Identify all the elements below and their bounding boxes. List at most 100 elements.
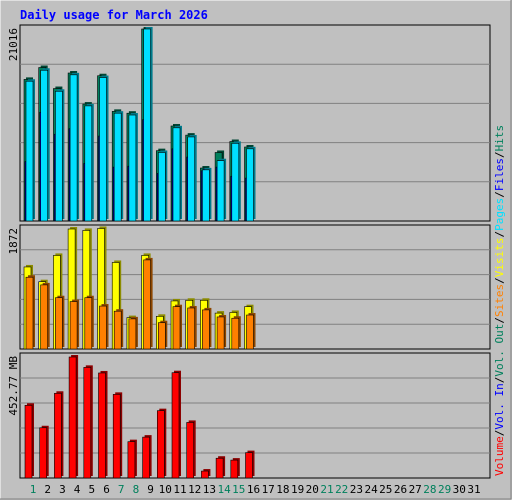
bar-sites-day-9 — [143, 259, 151, 350]
bar-pages-day-11 — [172, 127, 181, 222]
legend-pages: Pages — [493, 198, 506, 231]
bar-volume-day-2 — [39, 427, 48, 479]
x-label-day-2: 2 — [44, 483, 51, 496]
bar-volume-day-14 — [215, 457, 224, 479]
bar-pages-day-8 — [128, 114, 137, 222]
bar-volume-day-16 — [245, 452, 253, 479]
bar-pages-day-10 — [158, 152, 166, 222]
x-label-day-22: 22 — [335, 483, 348, 496]
legend-vol-in: Vol. In — [493, 383, 506, 429]
bar-pages-day-9 — [143, 28, 151, 222]
x-label-day-11: 11 — [173, 483, 186, 496]
x-label-day-14: 14 — [217, 483, 231, 496]
bar-volume-day-8 — [127, 441, 136, 479]
x-label-day-5: 5 — [88, 483, 95, 496]
x-label-day-23: 23 — [350, 483, 363, 496]
bar-pages-day-1 — [25, 80, 34, 222]
legend-volume: Volume — [493, 436, 506, 476]
panel-hits-max-label: 21016 — [7, 28, 20, 61]
legend-separator: / — [493, 377, 506, 384]
x-label-day-24: 24 — [364, 483, 378, 496]
x-label-day-16: 16 — [247, 483, 260, 496]
bar-pages-day-3 — [55, 90, 63, 222]
bar-sites-day-15 — [231, 317, 240, 350]
x-axis-labels: 1 2 3 4 5 6 7 8 9 10 11 12 13 14 15 16 17 18 19 20 21 22 23 24 2… — [30, 483, 481, 496]
bar-sites-day-8 — [128, 318, 137, 350]
bar-volume-day-9 — [142, 436, 150, 479]
bar-sites-day-6 — [99, 305, 107, 350]
x-label-day-4: 4 — [74, 483, 81, 496]
bar-pages-day-15 — [231, 143, 240, 222]
bar-volume-day-10 — [157, 410, 165, 479]
legend-vol-out: Vol. Out — [493, 324, 506, 377]
bar-sites-day-14 — [216, 316, 225, 350]
x-label-day-6: 6 — [103, 483, 110, 496]
bar-pages-day-13 — [202, 169, 210, 222]
legend-separator: / — [493, 430, 506, 437]
bar-sites-day-10 — [158, 322, 166, 350]
x-label-day-31: 31 — [467, 483, 480, 496]
legend-separator: / — [493, 191, 506, 198]
legend-files: Files — [493, 158, 506, 191]
bar-pages-day-7 — [113, 112, 122, 222]
panel-hits: 21016 — [7, 24, 491, 222]
legend-separator: / — [493, 231, 506, 238]
panel-visits: 1872 — [7, 224, 491, 350]
x-label-day-21: 21 — [320, 483, 333, 496]
x-label-day-9: 9 — [147, 483, 154, 496]
bar-sites-day-3 — [55, 297, 63, 350]
bar-pages-day-16 — [246, 148, 254, 222]
bar-sites-day-2 — [40, 284, 49, 350]
x-label-day-20: 20 — [306, 483, 319, 496]
bar-volume-day-5 — [83, 367, 92, 479]
bar-volume-day-12 — [186, 422, 194, 479]
bar-pages-day-6 — [99, 77, 107, 222]
x-label-day-29: 29 — [438, 483, 451, 496]
panel-volume: 452.77 MB — [7, 352, 491, 479]
bar-pages-day-14 — [216, 160, 225, 222]
x-label-day-18: 18 — [276, 483, 289, 496]
legend-sites: Sites — [493, 284, 506, 317]
x-label-day-17: 17 — [262, 483, 275, 496]
bar-volume-day-4 — [68, 356, 77, 479]
panel-volume-max-label: 452.77 MB — [7, 356, 20, 416]
bar-pages-day-5 — [84, 105, 93, 222]
x-label-day-8: 8 — [133, 483, 140, 496]
panel-visits-max-label: 1872 — [7, 228, 20, 255]
legend-separator: / — [493, 317, 506, 324]
x-label-day-3: 3 — [59, 483, 66, 496]
bar-pages-day-4 — [69, 74, 78, 222]
bar-volume-day-3 — [54, 392, 62, 479]
bar-sites-day-11 — [172, 306, 181, 350]
x-label-day-28: 28 — [423, 483, 436, 496]
bar-sites-day-4 — [69, 301, 78, 350]
legend-separator: / — [493, 151, 506, 158]
bar-volume-day-13 — [201, 470, 209, 479]
bar-sites-day-16 — [246, 314, 254, 350]
bar-sites-day-13 — [202, 309, 210, 350]
x-label-day-7: 7 — [118, 483, 125, 496]
bar-volume-day-15 — [230, 459, 239, 479]
bar-sites-day-7 — [113, 310, 122, 350]
chart-panels: 21016 1872 452.77 MB — [7, 24, 491, 479]
bar-volume-day-6 — [98, 372, 106, 479]
x-label-day-12: 12 — [188, 483, 201, 496]
x-label-day-13: 13 — [203, 483, 216, 496]
x-label-day-1: 1 — [30, 483, 37, 496]
x-label-day-19: 19 — [291, 483, 304, 496]
x-label-day-15: 15 — [232, 483, 245, 496]
bar-pages-day-12 — [187, 136, 195, 222]
x-label-day-10: 10 — [159, 483, 172, 496]
x-label-day-27: 27 — [409, 483, 422, 496]
x-label-day-30: 30 — [453, 483, 466, 496]
bar-sites-day-5 — [84, 297, 93, 350]
bar-volume-day-11 — [171, 372, 180, 479]
bar-sites-day-1 — [25, 276, 34, 350]
bar-sites-day-12 — [187, 307, 195, 350]
bar-volume-day-1 — [24, 405, 33, 479]
bar-volume-day-7 — [112, 394, 121, 479]
x-label-day-25: 25 — [379, 483, 392, 496]
x-label-day-26: 26 — [394, 483, 407, 496]
chart-title: Daily usage for March 2026 — [20, 8, 208, 22]
